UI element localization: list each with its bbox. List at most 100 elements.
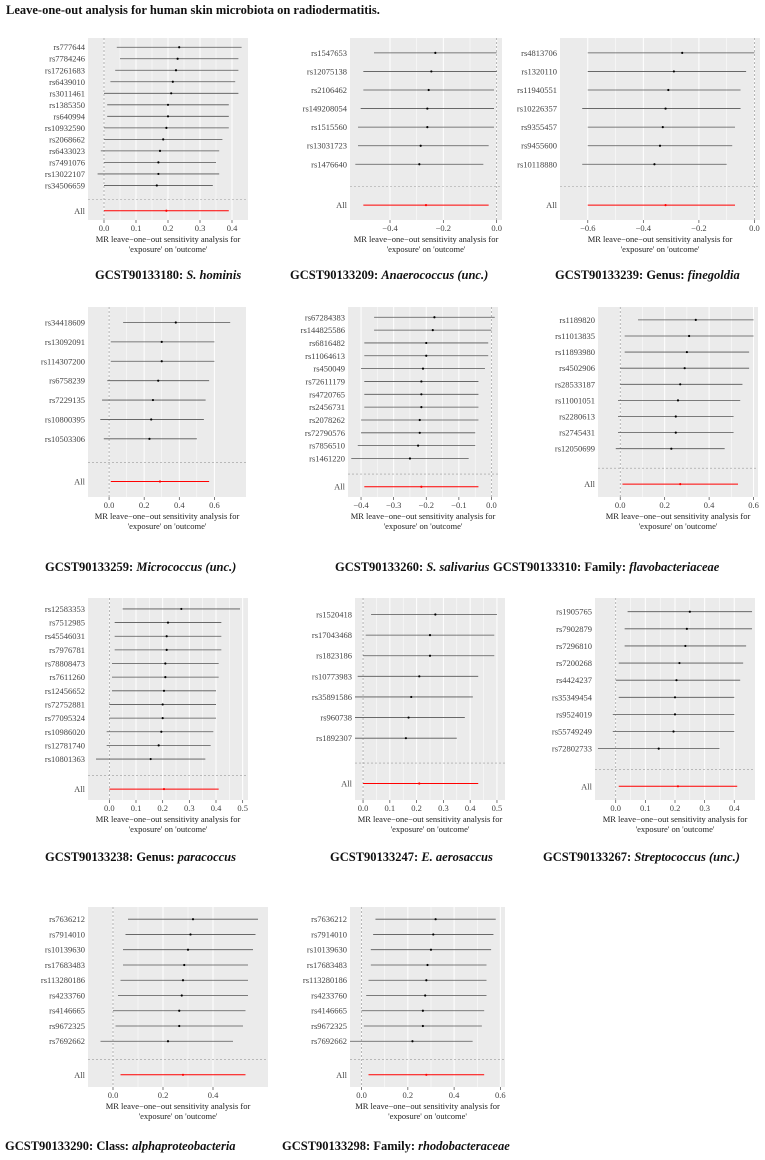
snp-label: rs72611179 [305,376,345,386]
x-axis-label-line2: 'exposure' on 'outcome' [129,824,208,834]
snp-estimate-point [186,948,190,951]
snp-estimate-point [674,431,677,434]
snp-label: rs2106462 [311,85,347,95]
x-axis-label-line2: 'exposure' on 'outcome' [384,521,463,531]
x-axis-label-line2: 'exposure' on 'outcome' [636,824,715,834]
forest-plot-panel: 0.0 0.2 0.4 rs7636212 rs7914010 rs10139630 rs1… [0,907,276,1127]
x-axis-label-line1: MR leave−one−out sensitivity analysis fo… [351,511,496,521]
snp-estimate-point [164,676,167,679]
caption-gcst-id: GCST90133260: [335,560,427,574]
caption-taxon: paracoccus [177,850,236,864]
panel-caption: GCST90133180: S. hominis [95,268,241,283]
caption-taxon: flavobacteriaceae [629,560,720,574]
forest-plot-svg: −0.6 −0.4 −0.2 0.0 rs4813706 rs1320110 rs11940… [517,38,760,254]
snp-label: rs960738 [320,713,352,723]
all-estimate-point [181,1073,185,1076]
snp-label: rs45546031 [45,631,85,641]
x-axis-label-line2: 'exposure' on 'outcome' [621,244,700,254]
page-title: Leave-one-out analysis for human skin mi… [6,3,380,17]
snp-estimate-point [160,340,163,343]
snp-label: rs10139630 [307,945,347,955]
x-tick-label: 0.5 [492,803,503,813]
forest-plot-svg: 0.0 0.1 0.2 0.3 0.4 rs777644 rs7784246rs172616… [45,38,248,254]
x-axis-label-line2: 'exposure' on 'outcome' [139,1111,218,1121]
forest-plot-svg: 0.0 0.1 0.2 0.3 0.4 0.5 rs12583353 rs7512985 rs4… [45,598,248,834]
snp-label: rs4813706 [521,48,557,58]
forest-plot-svg: 0.0 0.2 0.4 rs7636212 rs7914010 rs10139630 rs1… [41,907,268,1121]
snp-label: rs35891586 [312,692,352,702]
snp-label: rs7512985 [49,618,85,628]
all-estimate-point [418,782,421,785]
snp-estimate-point [420,406,423,409]
x-tick-label: 0.0 [99,223,110,233]
snp-estimate-point [421,1009,424,1012]
snp-estimate-point [161,717,164,720]
x-axis-label-line2: 'exposure' on 'outcome' [639,521,718,531]
caption-taxon: Streptococcus (unc.) [634,850,740,864]
forest-plot-panel: 0.0 0.2 0.4 0.6 rs1189820 rs11013835 rs1189398… [510,307,765,537]
snp-label: rs10801363 [45,754,85,764]
forest-plot-svg: −0.4 −0.3 −0.2 −0.1 0.0 rs67284383 rs144825586… [301,307,498,531]
snp-estimate-point [670,447,673,450]
snp-label: rs1905765 [556,607,592,617]
snp-estimate-point [675,679,678,682]
snp-label: rs12050699 [555,444,595,454]
x-tick-label: 0.2 [403,1090,414,1100]
snp-estimate-point [162,138,165,141]
x-tick-label: −0.1 [451,500,466,510]
snp-estimate-point [418,163,421,166]
snp-label: rs12075138 [307,66,347,76]
snp-estimate-point [421,367,425,370]
snp-label: rs11064613 [305,351,345,361]
snp-label: rs55749249 [552,727,592,737]
all-label: All [546,200,558,210]
x-tick-label: 0.6 [209,500,220,510]
snp-label: rs7200268 [556,658,592,668]
snp-label: rs1547653 [311,48,347,58]
snp-label: rs7692662 [49,1036,85,1046]
snp-estimate-point [657,747,660,750]
snp-estimate-point [176,57,179,60]
snp-label: rs4233760 [311,990,347,1000]
snp-label: rs4502906 [559,363,595,373]
snp-estimate-point [191,918,195,921]
x-tick-label: 0.0 [615,500,626,510]
snp-label: rs1515560 [311,122,347,132]
snp-label: rs10773983 [312,671,352,681]
snp-label: rs11940551 [517,85,557,95]
snp-label: rs4424237 [556,675,592,685]
snp-label: rs6439010 [49,77,85,87]
snp-label: rs72752881 [45,699,85,709]
all-estimate-point [162,787,166,791]
snp-estimate-point [166,1040,170,1043]
all-label: All [581,781,593,791]
snp-label: rs11001051 [555,395,595,405]
all-label: All [74,1070,86,1080]
all-estimate-point [165,209,168,212]
x-tick-label: 0.2 [139,500,150,510]
snp-estimate-point [189,933,192,936]
snp-estimate-point [161,703,164,706]
x-tick-label: −0.2 [691,223,706,233]
caption-taxon: S. salivarius [426,560,490,574]
snp-estimate-point [426,126,429,129]
forest-plot-svg: −0.4 −0.2 0.0 rs1547653 rs12075138 rs2106462 r… [303,38,502,254]
snp-estimate-point [429,948,433,951]
snp-label: rs78808473 [45,659,85,669]
snp-label: rs34418609 [45,318,85,328]
forest-plot-panel: 0.0 0.1 0.2 0.3 0.4 rs777644 rs7784246 rs172616… [0,38,256,260]
x-tick-label: 0.2 [659,500,670,510]
x-tick-label: 0.2 [670,803,681,813]
x-tick-label: 0.2 [158,1090,169,1100]
x-axis-label-line1: MR leave−one−out sensitivity analysis fo… [96,234,241,244]
panel-caption: GCST90133298: Family: rhodobacteraceae [282,1139,510,1154]
caption-taxon: S. hominis [186,268,242,282]
snp-label: rs777644 [53,42,85,52]
x-axis-label-line1: MR leave−one−out sensitivity analysis fo… [358,814,503,824]
forest-plot-panel: −0.4 −0.2 0.0 rs1547653 rs12075138 rs2106462 r… [255,38,510,260]
snp-label: rs7296810 [556,641,592,651]
x-tick-label: 0.0 [104,803,115,813]
x-tick-label: 0.1 [131,803,142,813]
snp-label: rs9355457 [521,122,557,132]
snp-label: rs4720765 [309,389,345,399]
